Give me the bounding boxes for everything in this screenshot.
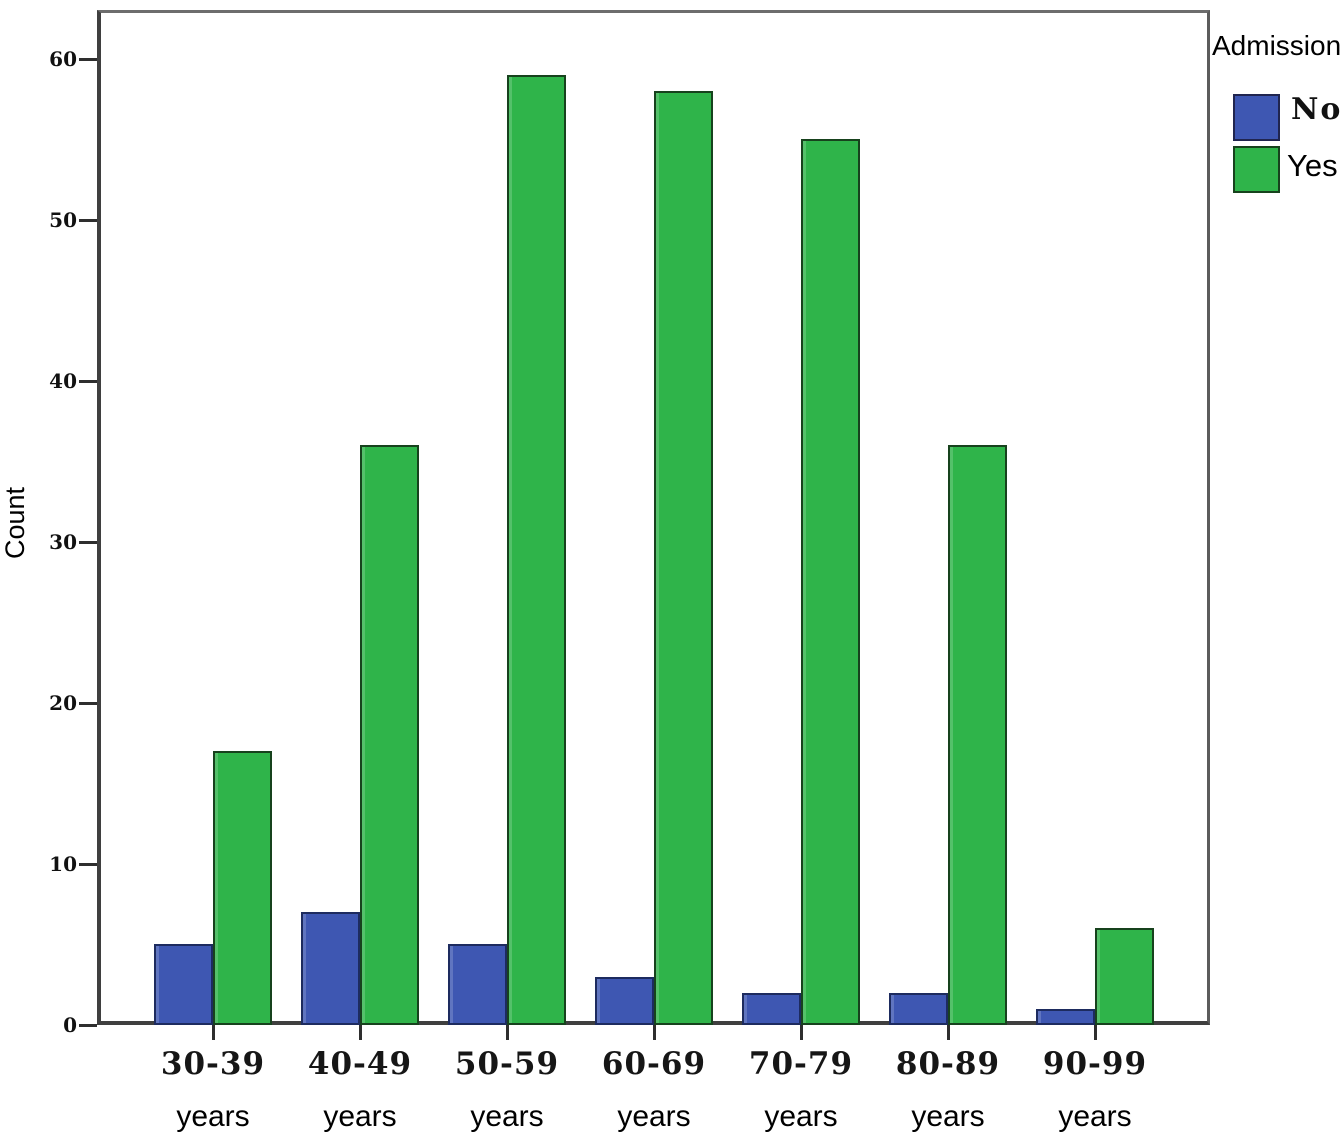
x-category-unit-90-99: years [1058,1100,1132,1133]
legend-swatch-no [1233,94,1280,141]
x-category-unit-70-79: years [764,1100,838,1133]
y-tick-label-20: 20 [49,691,77,715]
x-category-label-80-89: 80-89 [895,1046,1001,1082]
legend-label-no: No [1291,92,1341,127]
bar-yes-70-79 [801,139,860,1025]
y-tick-label-60: 60 [49,47,77,71]
y-tick-10 [79,863,97,866]
y-tick-label-50: 50 [49,208,77,232]
legend-title: Admission [1212,30,1341,61]
y-tick-label-0: 0 [63,1013,77,1037]
bar-no-70-79 [742,993,801,1025]
bar-yes-80-89 [948,445,1007,1025]
x-category-label-60-69: 60-69 [601,1046,707,1082]
x-tick-90-99 [1094,1025,1097,1040]
x-category-unit-30-39: years [176,1100,250,1133]
y-tick-30 [79,541,97,544]
bar-no-30-39 [154,944,213,1025]
bar-no-40-49 [301,912,360,1025]
bar-yes-60-69 [654,91,713,1025]
bar-yes-90-99 [1095,928,1154,1025]
bar-no-80-89 [889,993,948,1025]
plot-area [97,10,1210,1025]
bar-no-60-69 [595,977,654,1025]
x-tick-40-49 [359,1025,362,1040]
bar-yes-50-59 [507,75,566,1025]
legend: Admission No Yes [1212,30,1341,193]
x-category-unit-50-59: years [470,1100,544,1133]
y-tick-label-40: 40 [49,369,77,393]
x-category-unit-60-69: years [617,1100,691,1133]
bar-yes-30-39 [213,751,272,1025]
y-axis-title: Count [0,486,30,560]
x-category-label-30-39: 30-39 [160,1046,266,1082]
x-tick-70-79 [800,1025,803,1040]
x-category-unit-40-49: years [323,1100,397,1133]
bar-no-50-59 [448,944,507,1025]
bar-no-90-99 [1036,1009,1095,1025]
y-tick-60 [79,58,97,61]
legend-label-yes: Yes [1287,148,1338,183]
x-tick-50-59 [506,1025,509,1040]
y-tick-label-10: 10 [49,852,77,876]
x-tick-80-89 [947,1025,950,1040]
x-category-label-50-59: 50-59 [454,1046,560,1082]
legend-swatch-yes [1233,146,1280,193]
x-category-label-90-99: 90-99 [1042,1046,1148,1082]
bar-yes-40-49 [360,445,419,1025]
x-category-unit-80-89: years [911,1100,985,1133]
x-tick-60-69 [653,1025,656,1040]
y-tick-40 [79,380,97,383]
x-tick-30-39 [212,1025,215,1040]
x-category-label-40-49: 40-49 [307,1046,413,1082]
y-tick-label-30: 30 [49,530,77,554]
x-category-label-70-79: 70-79 [748,1046,854,1082]
y-tick-0 [79,1024,97,1027]
y-tick-50 [79,219,97,222]
y-tick-20 [79,702,97,705]
